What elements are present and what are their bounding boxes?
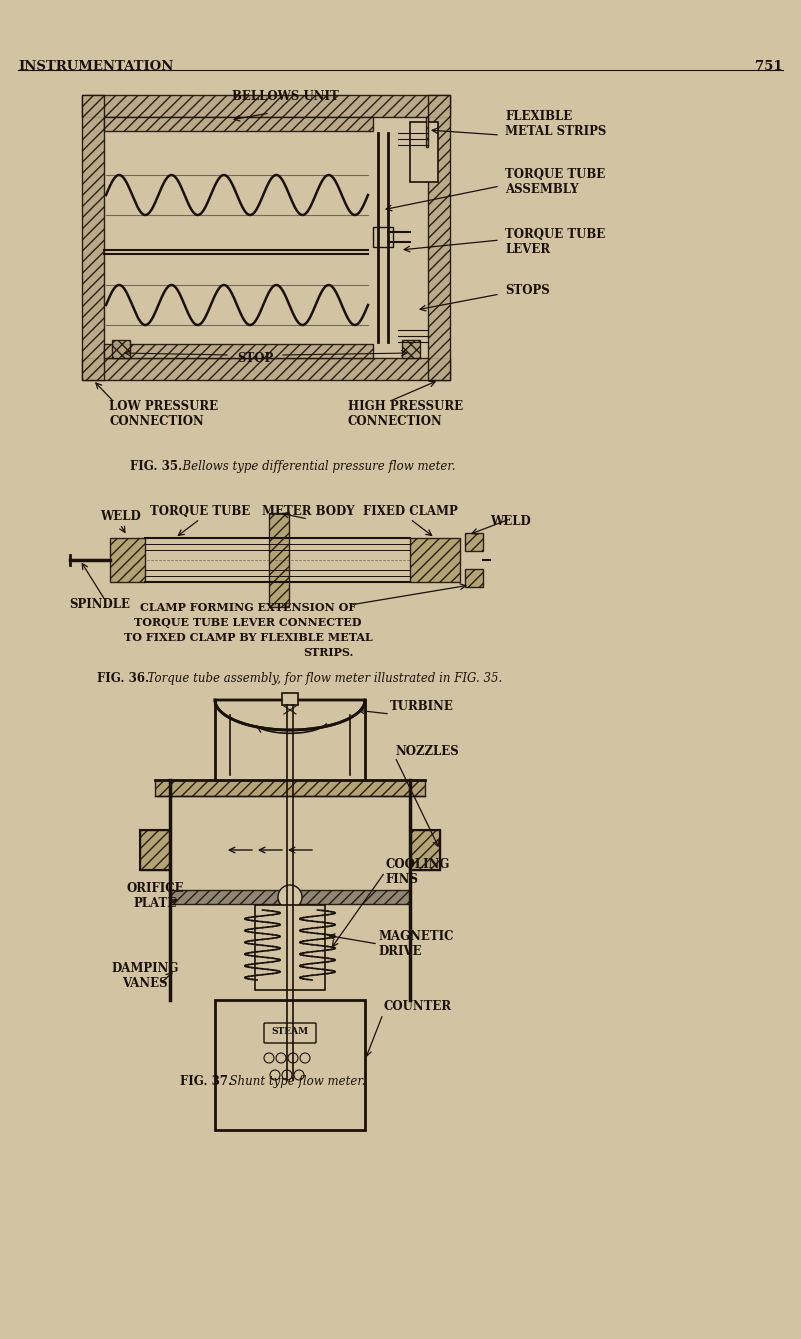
Bar <box>426 116 428 147</box>
Text: WELD: WELD <box>99 510 140 524</box>
Bar <box>82 95 450 116</box>
Text: SPINDLE: SPINDLE <box>70 599 131 611</box>
Text: NOZZLES: NOZZLES <box>395 744 459 758</box>
Bar <box>155 781 425 795</box>
Text: STOP: STOP <box>237 352 273 366</box>
Bar <box>282 694 298 706</box>
Bar <box>104 344 373 358</box>
Bar <box>82 95 104 380</box>
Text: FIG. 36.: FIG. 36. <box>97 672 149 686</box>
Text: BELLOWS UNIT: BELLOWS UNIT <box>231 90 338 103</box>
Text: STEAM: STEAM <box>272 1027 308 1035</box>
Text: Torque tube assembly, for flow meter illustrated in FIG. 35.: Torque tube assembly, for flow meter ill… <box>140 672 502 686</box>
Text: TO FIXED CLAMP BY FLEXIBLE METAL: TO FIXED CLAMP BY FLEXIBLE METAL <box>123 632 372 643</box>
Text: TURBINE: TURBINE <box>390 700 454 712</box>
Text: HIGH PRESSURE
CONNECTION: HIGH PRESSURE CONNECTION <box>348 400 463 428</box>
Text: WELD: WELD <box>489 516 530 528</box>
Circle shape <box>278 885 302 909</box>
Bar <box>82 358 450 380</box>
Bar <box>410 122 438 182</box>
Polygon shape <box>215 700 365 730</box>
Bar <box>215 1000 365 1130</box>
Bar <box>428 95 450 380</box>
Text: Bellows type differential pressure flow meter.: Bellows type differential pressure flow … <box>175 461 456 473</box>
Text: LOW PRESSURE
CONNECTION: LOW PRESSURE CONNECTION <box>109 400 218 428</box>
Text: COUNTER: COUNTER <box>383 1000 451 1014</box>
Text: MAGNETIC
DRIVE: MAGNETIC DRIVE <box>378 931 453 957</box>
Text: COOLING
FINS: COOLING FINS <box>385 858 449 886</box>
Text: TORQUE TUBE
ASSEMBLY: TORQUE TUBE ASSEMBLY <box>505 167 606 195</box>
Bar <box>465 533 483 552</box>
Text: FIG. 37.: FIG. 37. <box>180 1075 232 1089</box>
Bar <box>373 228 393 246</box>
Text: INSTRUMENTATION: INSTRUMENTATION <box>18 60 173 74</box>
Bar <box>402 340 420 358</box>
Text: TORQUE TUBE LEVER CONNECTED: TORQUE TUBE LEVER CONNECTED <box>135 617 362 628</box>
Text: TORQUE TUBE: TORQUE TUBE <box>150 505 250 518</box>
Text: METER BODY: METER BODY <box>262 505 354 518</box>
Text: ORIFICE
PLATE: ORIFICE PLATE <box>127 882 183 911</box>
Text: 751: 751 <box>755 60 783 74</box>
Bar <box>170 890 410 904</box>
Text: DAMPING
VANES: DAMPING VANES <box>111 961 179 990</box>
Text: TORQUE TUBE
LEVER: TORQUE TUBE LEVER <box>505 228 606 256</box>
Bar <box>410 538 460 582</box>
FancyBboxPatch shape <box>264 1023 316 1043</box>
Bar <box>465 569 483 586</box>
Text: STOPS: STOPS <box>505 284 549 297</box>
Text: FIG. 35.: FIG. 35. <box>130 461 182 473</box>
Bar <box>410 830 440 870</box>
Bar <box>104 116 373 131</box>
Bar <box>110 538 145 582</box>
Bar <box>112 340 130 358</box>
Text: STRIPS.: STRIPS. <box>303 647 353 657</box>
Text: FIXED CLAMP: FIXED CLAMP <box>363 505 457 518</box>
Bar <box>140 830 170 870</box>
Text: Shunt type flow meter.: Shunt type flow meter. <box>222 1075 365 1089</box>
Bar <box>255 905 325 990</box>
Text: CLAMP FORMING EXTENSION OF: CLAMP FORMING EXTENSION OF <box>140 603 356 613</box>
Text: FLEXIBLE
METAL STRIPS: FLEXIBLE METAL STRIPS <box>505 110 606 138</box>
Bar <box>269 513 289 607</box>
